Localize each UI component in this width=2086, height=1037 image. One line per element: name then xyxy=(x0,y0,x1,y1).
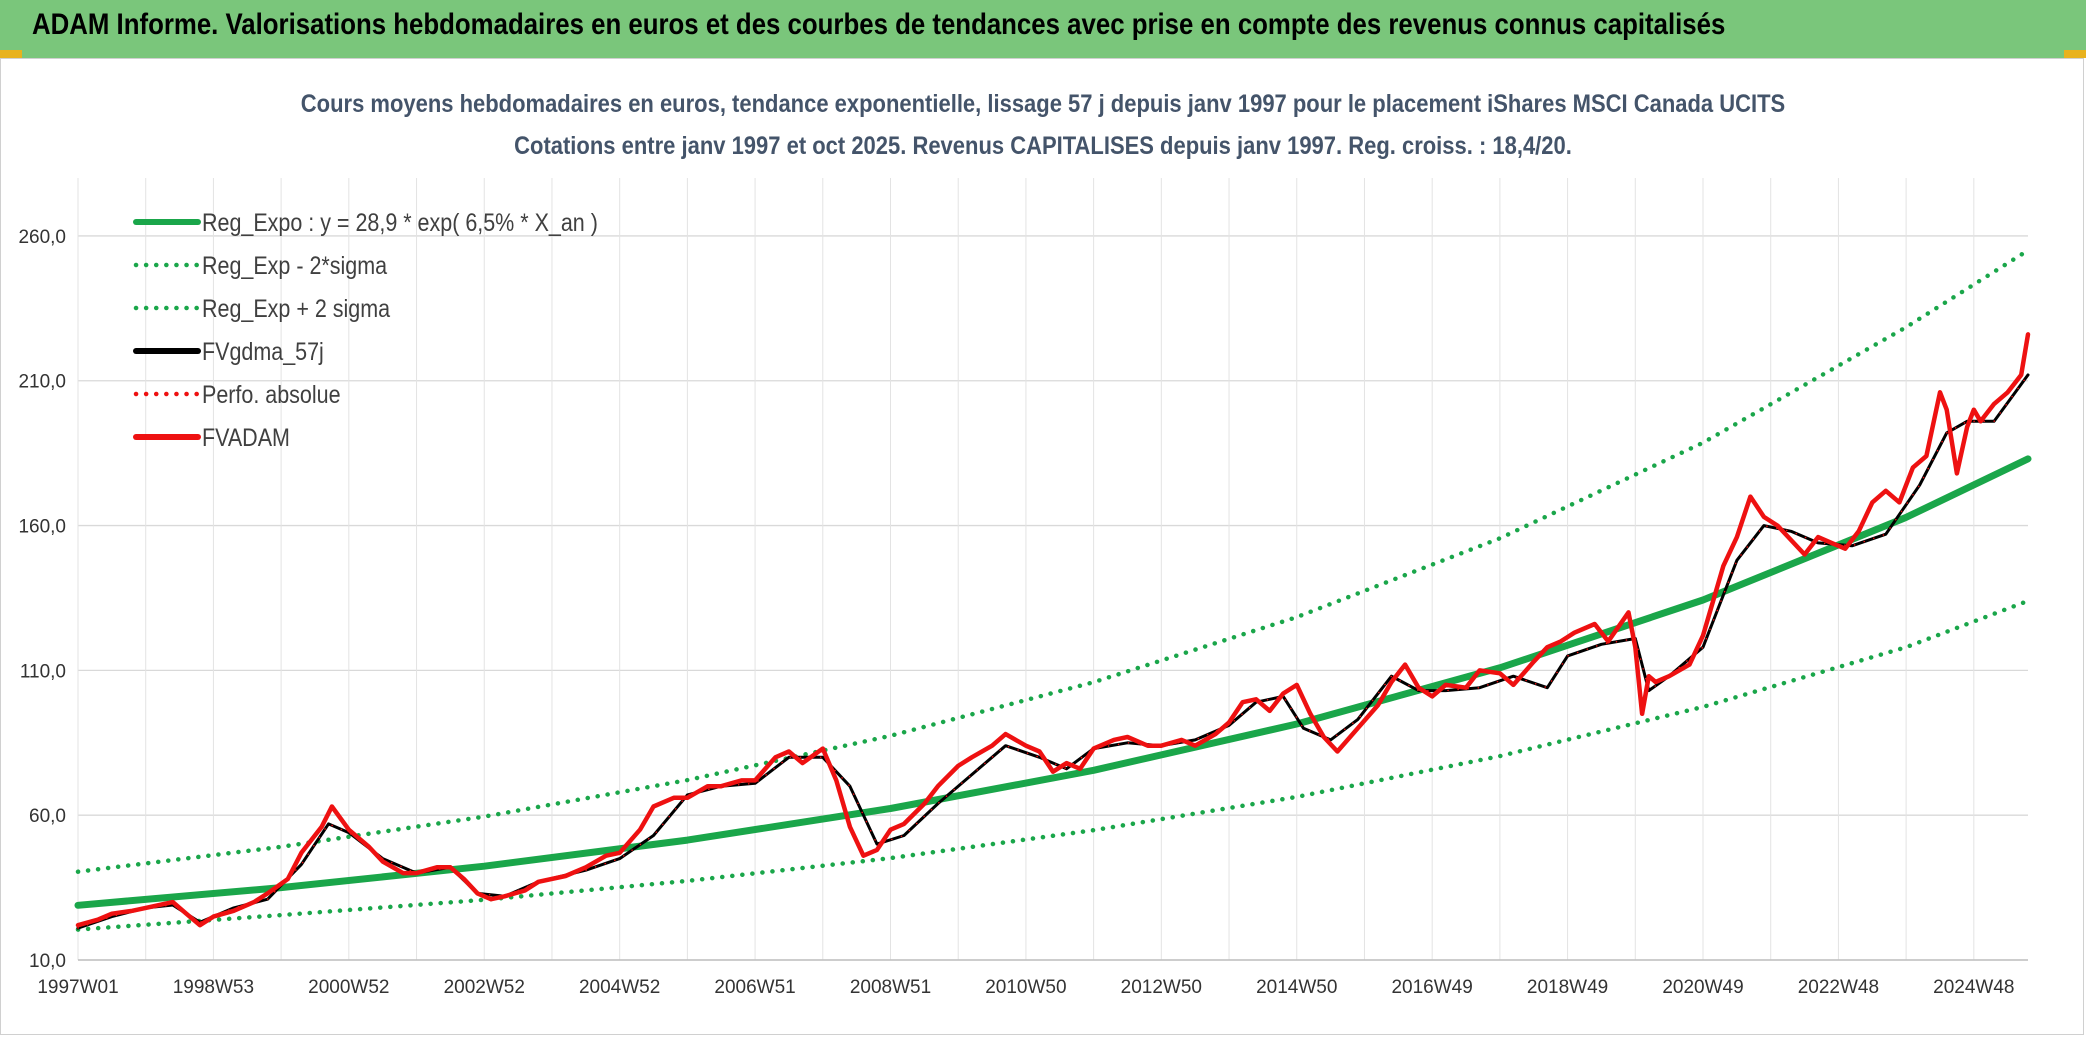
y-tick-label: 10,0 xyxy=(29,951,66,972)
x-tick-label: 2010W50 xyxy=(985,977,1066,998)
legend: Reg_Expo : y = 28,9 * exp( 6,5% * X_an )… xyxy=(133,208,598,451)
series-group xyxy=(74,248,2032,932)
legend-label-5: FVADAM xyxy=(202,423,290,451)
series-line-4 xyxy=(77,374,2029,929)
x-tick-label: 2004W52 xyxy=(579,977,660,998)
x-tick-label: 2002W52 xyxy=(444,977,525,998)
report-banner: ADAM Informe. Valorisations hebdomadaire… xyxy=(0,0,2086,58)
x-tick-label: 2008W51 xyxy=(850,977,931,998)
gridlines xyxy=(77,178,2028,961)
chart-title-line-1: Cours moyens hebdomadaires en euros, ten… xyxy=(301,90,1785,118)
x-tick-label: 2018W49 xyxy=(1527,977,1608,998)
series-line-2 xyxy=(75,248,2031,874)
chart-frame xyxy=(0,58,2084,1035)
x-tick-label: 2006W51 xyxy=(714,977,795,998)
legend-label-4: Perfo. absolue xyxy=(202,380,341,408)
x-tick-label: 2024W48 xyxy=(1933,977,2014,998)
x-tick-label: 2020W49 xyxy=(1662,977,1743,998)
x-tick-label: 2000W52 xyxy=(308,977,389,998)
x-tick-label: 2014W50 xyxy=(1256,977,1337,998)
y-tick-label: 160,0 xyxy=(18,517,66,538)
y-tick-label: 60,0 xyxy=(29,806,66,827)
series-line-1 xyxy=(75,598,2031,932)
x-tick-label: 2022W48 xyxy=(1798,977,1879,998)
series-line-3 xyxy=(76,373,2030,930)
y-tick-label: 110,0 xyxy=(20,661,66,682)
x-tick-label: 1998W53 xyxy=(173,977,254,998)
legend-label-2: Reg_Exp + 2 sigma xyxy=(202,294,390,322)
legend-label-1: Reg_Exp - 2*sigma xyxy=(202,251,387,279)
y-tick-label: 260,0 xyxy=(18,227,66,248)
x-tick-label: 2012W50 xyxy=(1121,977,1202,998)
x-tick-label: 2016W49 xyxy=(1391,977,1472,998)
banner-corner-left xyxy=(0,50,22,58)
series-line-5 xyxy=(75,332,2031,928)
chart-title-line-2: Cotations entre janv 1997 et oct 2025. R… xyxy=(514,132,1572,160)
axes: 10,0 60,0 110,0 160,0 210,0 260,0 1997W01 1998W… xyxy=(18,227,2028,998)
legend-label-3: FVgdma_57j xyxy=(202,337,324,365)
legend-label-0: Reg_Expo : y = 28,9 * exp( 6,5% * X_an ) xyxy=(202,208,598,236)
banner-corner-right xyxy=(2064,50,2086,58)
y-tick-label: 210,0 xyxy=(18,372,66,393)
x-tick-label: 1997W01 xyxy=(37,977,118,998)
banner-title: ADAM Informe. Valorisations hebdomadaire… xyxy=(32,8,1726,41)
